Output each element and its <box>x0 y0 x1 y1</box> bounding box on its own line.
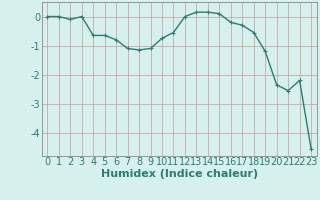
X-axis label: Humidex (Indice chaleur): Humidex (Indice chaleur) <box>100 169 258 179</box>
